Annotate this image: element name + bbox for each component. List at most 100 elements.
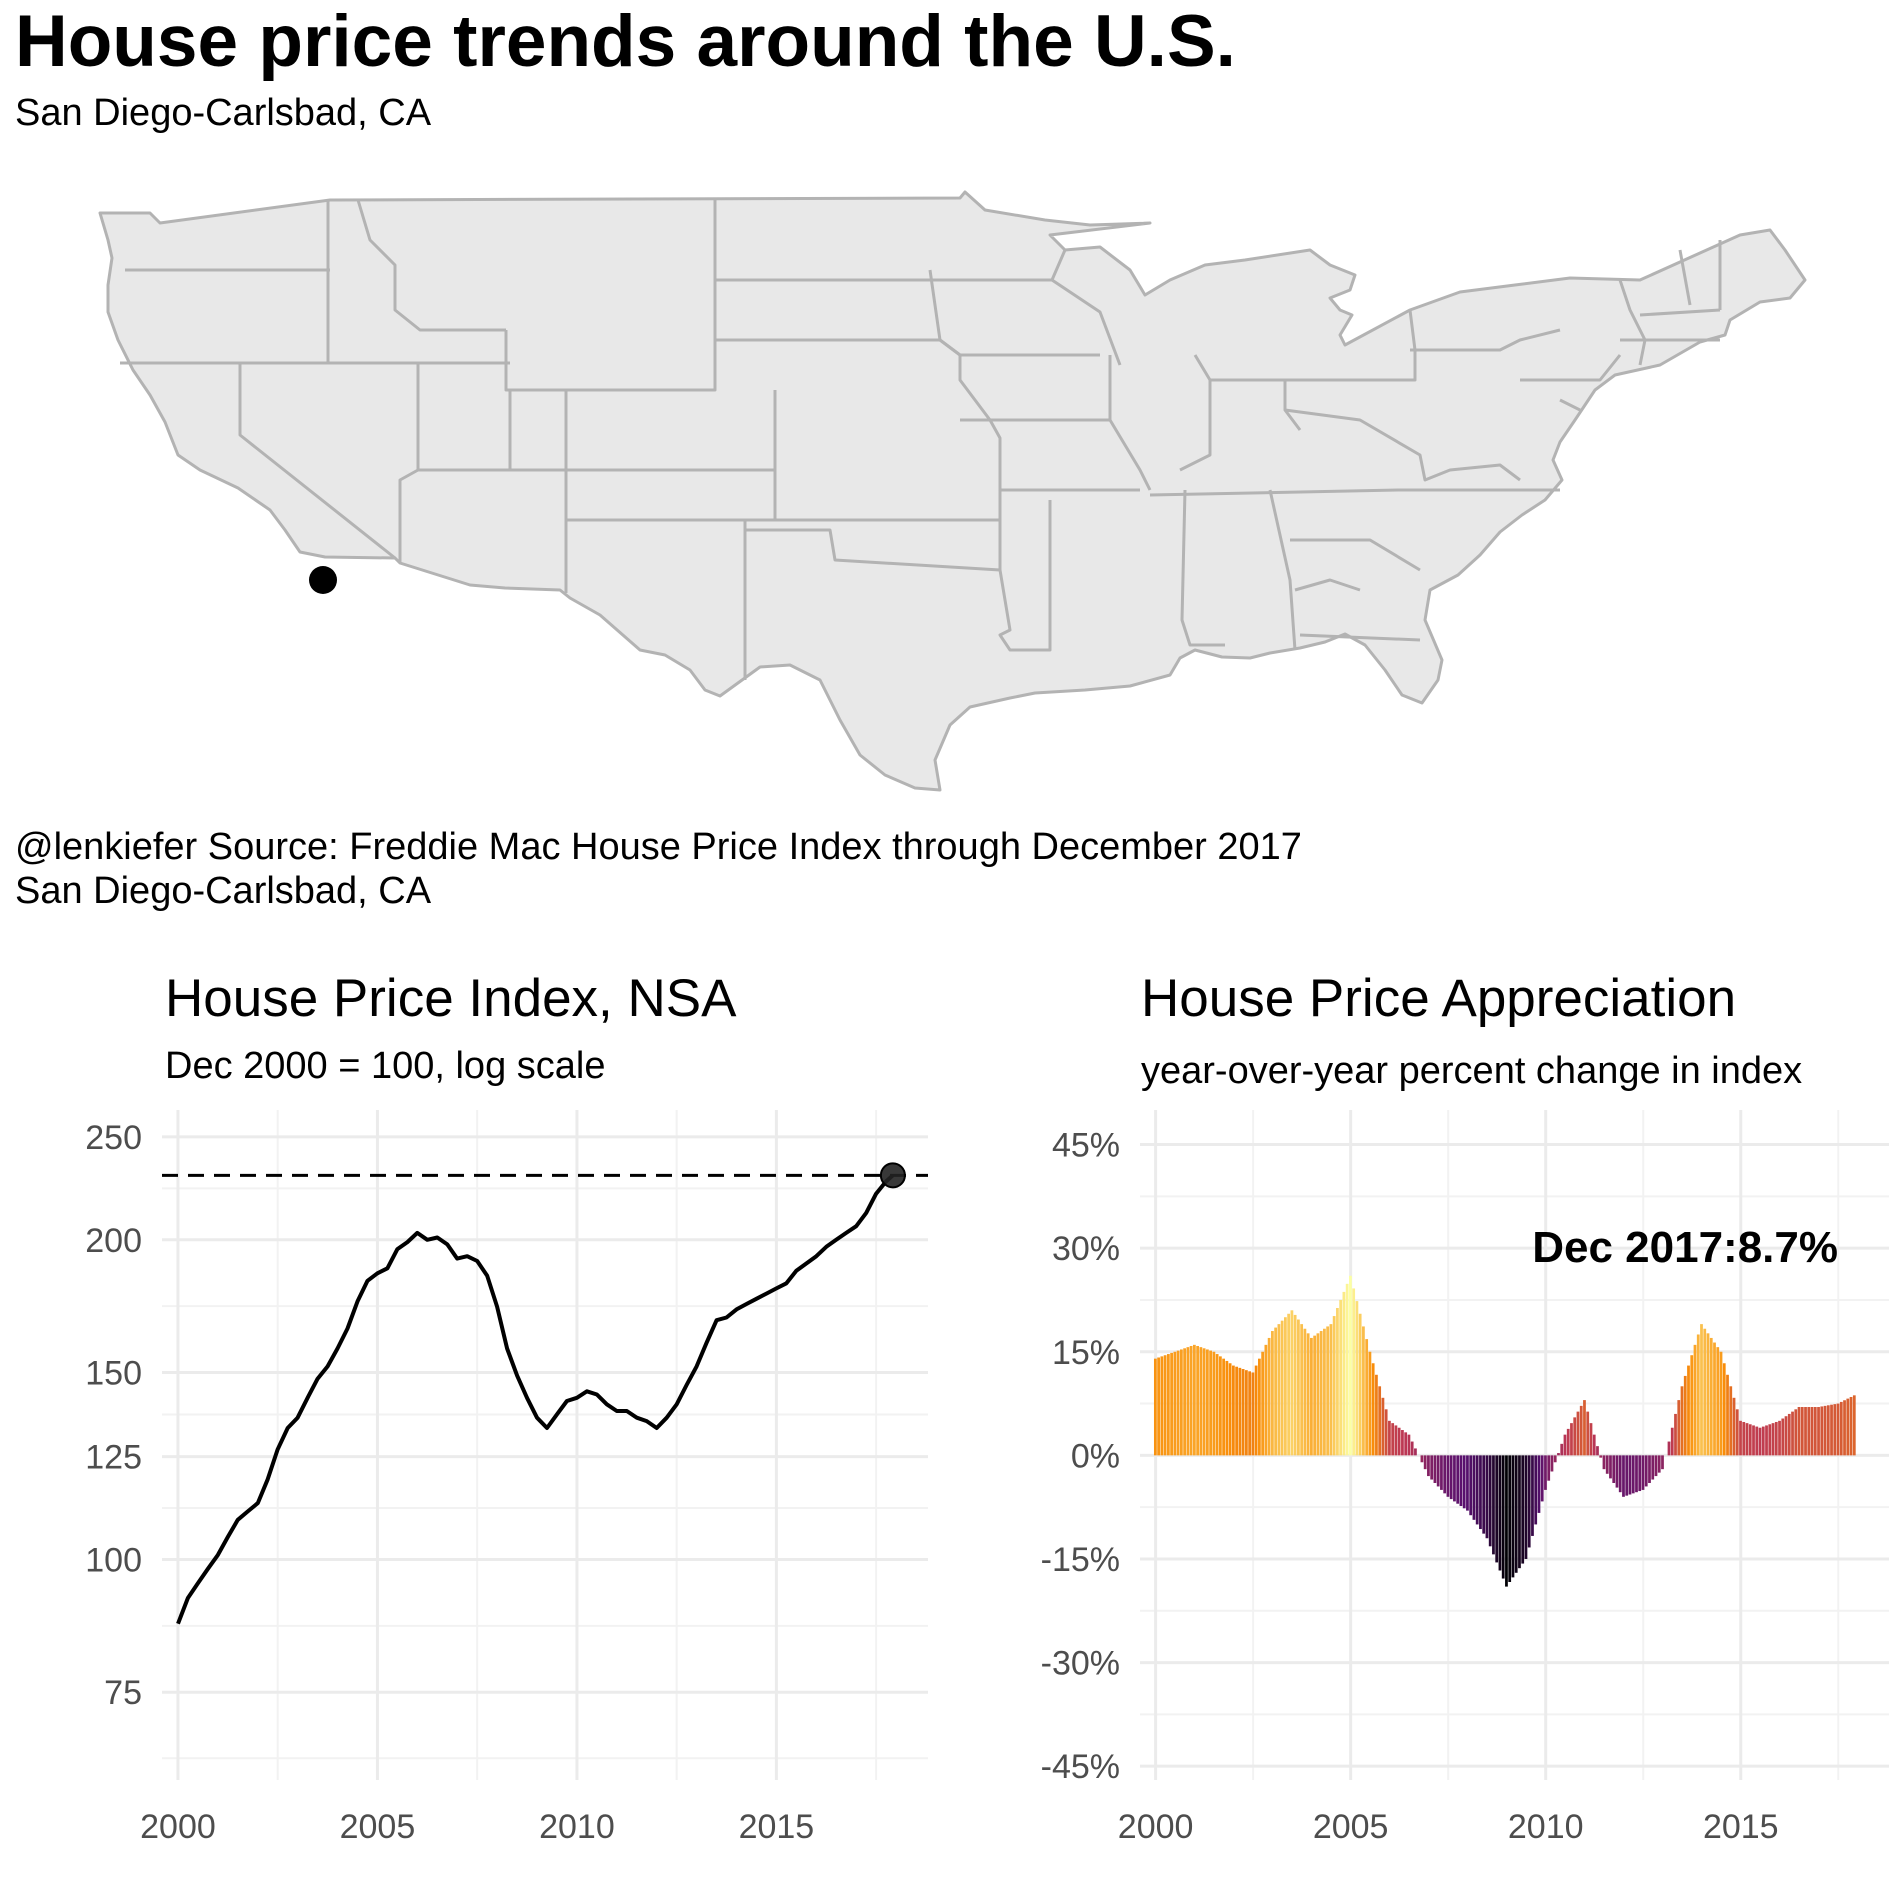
yoy-bar — [1440, 1455, 1443, 1490]
yoy-bar — [1804, 1407, 1807, 1456]
appreciation-chart-subtitle: year-over-year percent change in index — [1141, 1050, 1803, 1092]
y-tick-label: 15% — [1052, 1334, 1120, 1372]
yoy-bar — [1820, 1406, 1824, 1456]
yoy-bar — [1277, 1324, 1281, 1456]
yoy-bar — [1794, 1409, 1798, 1456]
yoy-bar — [1690, 1355, 1694, 1456]
state-borders — [120, 199, 1722, 680]
yoy-bar — [1479, 1455, 1482, 1530]
yoy-bar — [1332, 1316, 1336, 1456]
yoy-bar — [1774, 1421, 1778, 1456]
location-marker — [309, 566, 337, 594]
yoy-bar — [1355, 1301, 1359, 1456]
yoy-bar — [1196, 1346, 1199, 1456]
yoy-bar — [1349, 1275, 1352, 1456]
yoy-bar — [1618, 1455, 1622, 1493]
yoy-bar — [1511, 1455, 1515, 1578]
y-tick-label: 150 — [85, 1354, 142, 1392]
yoy-bar — [1729, 1386, 1733, 1456]
yoy-bar — [1245, 1370, 1248, 1456]
yoy-bar — [1365, 1339, 1369, 1456]
yoy-bar — [1186, 1347, 1190, 1456]
yoy-bar — [1339, 1299, 1343, 1456]
yoy-bar — [1352, 1288, 1356, 1456]
yoy-bar — [1550, 1455, 1554, 1472]
appreciation-chart-title: House Price Appreciation — [1141, 969, 1737, 1028]
yoy-bar — [1748, 1424, 1752, 1456]
yoy-bar — [1384, 1409, 1388, 1456]
yoy-bar — [1228, 1363, 1232, 1456]
yoy-bar — [1316, 1333, 1320, 1456]
yoy-bar — [1622, 1455, 1625, 1497]
yoy-bar — [1189, 1346, 1193, 1456]
x-tick-label: 2015 — [739, 1808, 815, 1846]
yoy-bar — [1836, 1403, 1840, 1456]
yoy-bar — [1501, 1455, 1505, 1579]
yoy-bar — [1472, 1455, 1476, 1520]
yoy-bar — [1739, 1420, 1742, 1456]
yoy-bar — [1602, 1455, 1606, 1470]
yoy-bar — [1173, 1351, 1177, 1456]
yoy-bar — [1625, 1455, 1629, 1496]
yoy-bar — [1518, 1455, 1521, 1569]
yoy-bar — [1362, 1326, 1365, 1456]
yoy-bar — [1735, 1409, 1739, 1456]
yoy-bar — [1297, 1319, 1300, 1456]
yoy-bar — [1306, 1333, 1310, 1456]
yoy-bar — [1368, 1351, 1372, 1456]
page-title: House price trends around the U.S. — [15, 1, 1236, 82]
yoy-bar — [1641, 1455, 1645, 1490]
latest-value-annotation: Dec 2017:8.7% — [1532, 1223, 1838, 1272]
yoy-bar — [1462, 1455, 1466, 1509]
yoy-bar — [1166, 1354, 1170, 1456]
yoy-bar — [1427, 1455, 1430, 1477]
hpi-gridlines — [162, 1110, 928, 1780]
yoy-bar — [1215, 1354, 1219, 1456]
x-tick-label: 2015 — [1703, 1808, 1779, 1846]
yoy-bar — [1579, 1405, 1583, 1456]
yoy-bar — [1401, 1430, 1404, 1456]
y-tick-label: 75 — [104, 1674, 142, 1712]
yoy-bar — [1654, 1455, 1658, 1477]
yoy-bar — [1157, 1357, 1160, 1456]
yoy-bar — [1238, 1367, 1242, 1456]
yoy-bar — [1687, 1365, 1690, 1456]
yoy-bar — [1446, 1455, 1450, 1497]
x-tick-label: 2000 — [140, 1808, 216, 1846]
yoy-bar — [1781, 1418, 1785, 1456]
yoy-bar — [1469, 1455, 1473, 1516]
yoy-bar — [1287, 1313, 1291, 1456]
yoy-bar — [1466, 1455, 1469, 1511]
yoy-bar — [1271, 1331, 1274, 1456]
yoy-bar — [1778, 1420, 1781, 1456]
yoy-bar — [1433, 1455, 1437, 1483]
yoy-bar — [1839, 1401, 1843, 1456]
x-tick-label: 2005 — [1313, 1808, 1389, 1846]
hpi-chart-subtitle: Dec 2000 = 100, log scale — [165, 1045, 606, 1087]
yoy-bar — [1745, 1423, 1749, 1456]
yoy-bar — [1345, 1283, 1349, 1456]
yoy-bar — [1557, 1453, 1560, 1456]
yoy-bar — [1508, 1455, 1512, 1582]
yoy-bar — [1436, 1455, 1440, 1487]
yoy-bar — [1498, 1455, 1502, 1571]
yoy-bar — [1761, 1426, 1765, 1456]
yoy-bar — [1560, 1443, 1564, 1456]
yoy-bar — [1732, 1397, 1736, 1456]
yoy-bar — [1609, 1455, 1612, 1479]
yoy-bar — [1713, 1342, 1716, 1456]
yoy-bar — [1576, 1411, 1580, 1456]
yoy-bar — [1592, 1434, 1596, 1456]
hpi-chart-title: House Price Index, NSA — [165, 969, 737, 1028]
yoy-bar — [1830, 1404, 1833, 1456]
us-map — [98, 190, 1807, 792]
yoy-bar — [1628, 1455, 1632, 1495]
yoy-bar — [1212, 1351, 1216, 1456]
yoy-bar — [1605, 1455, 1609, 1474]
yoy-bar — [1183, 1348, 1186, 1456]
yoy-bar — [1492, 1455, 1495, 1555]
yoy-bar — [1358, 1313, 1362, 1456]
x-tick-label: 2010 — [539, 1808, 615, 1846]
yoy-bar — [1742, 1421, 1746, 1456]
yoy-bar — [1160, 1356, 1164, 1456]
